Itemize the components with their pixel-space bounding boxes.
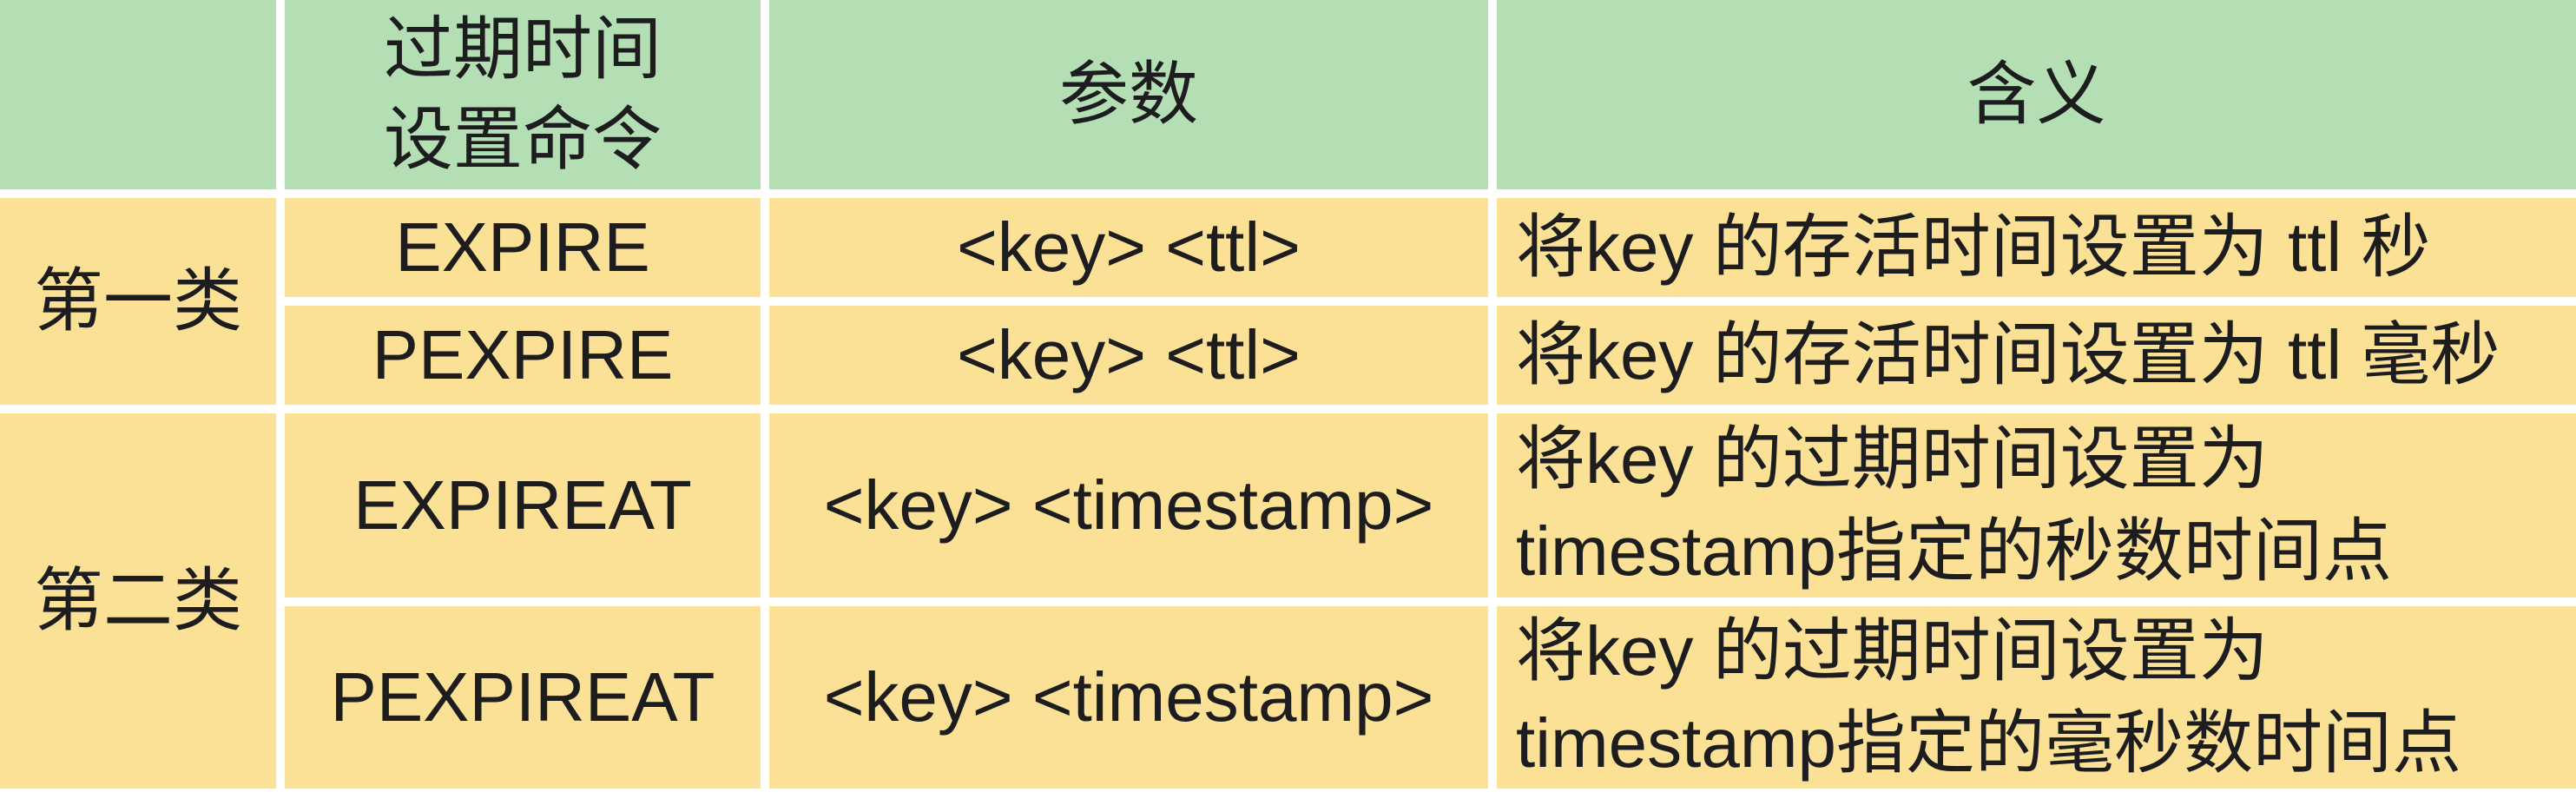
category-label: 第一类 (34, 262, 242, 340)
command-label: EXPIRE (395, 208, 650, 286)
params-label: <key> <ttl> (957, 316, 1301, 393)
header-cell-category (0, 0, 276, 189)
command-label: PEXPIREAT (330, 658, 715, 736)
meaning-line: timestamp指定的秒数时间点 (1516, 512, 2392, 590)
command-cell-pexpireat: PEXPIREAT (285, 606, 761, 789)
meaning-line: 将key 的存活时间设置为 ttl 毫秒 (1516, 316, 2500, 393)
header-command-line1: 过期时间 (384, 10, 662, 88)
params-label: <key> <timestamp> (823, 658, 1434, 736)
meaning-line: timestamp指定的毫秒数时间点 (1516, 704, 2461, 782)
command-cell-pexpire: PEXPIRE (285, 306, 761, 405)
category-cell-group1: 第一类 (0, 198, 276, 405)
meaning-line: 将key 的过期时间设置为 (1516, 420, 2269, 498)
header-command-line2: 设置命令 (384, 101, 662, 178)
params-cell-expire: <key> <ttl> (769, 198, 1488, 297)
meaning-cell-pexpireat: 将key 的过期时间设置为 timestamp指定的毫秒数时间点 (1497, 606, 2576, 789)
category-label: 第二类 (34, 562, 242, 639)
header-cell-params: 参数 (769, 0, 1488, 189)
params-cell-pexpireat: <key> <timestamp> (769, 606, 1488, 789)
params-label: <key> <timestamp> (823, 466, 1434, 544)
category-cell-group2: 第二类 (0, 413, 276, 789)
meaning-line: 将key 的过期时间设置为 (1516, 612, 2269, 690)
meaning-cell-pexpire: 将key 的存活时间设置为 ttl 毫秒 (1497, 306, 2576, 405)
params-cell-expireat: <key> <timestamp> (769, 413, 1488, 598)
meaning-line: 将key 的存活时间设置为 ttl 秒 (1516, 208, 2431, 286)
meaning-cell-expire: 将key 的存活时间设置为 ttl 秒 (1497, 198, 2576, 297)
command-cell-expire: EXPIRE (285, 198, 761, 297)
params-label: <key> <ttl> (957, 208, 1301, 286)
meaning-cell-expireat: 将key 的过期时间设置为 timestamp指定的秒数时间点 (1497, 413, 2576, 598)
command-label: PEXPIRE (372, 316, 674, 393)
command-cell-expireat: EXPIREAT (285, 413, 761, 598)
header-meaning-label: 含义 (1967, 56, 2106, 133)
header-params-label: 参数 (1059, 56, 1198, 133)
header-cell-command: 过期时间 设置命令 (285, 0, 761, 189)
command-label: EXPIREAT (353, 466, 692, 544)
header-cell-meaning: 含义 (1497, 0, 2576, 189)
params-cell-pexpire: <key> <ttl> (769, 306, 1488, 405)
